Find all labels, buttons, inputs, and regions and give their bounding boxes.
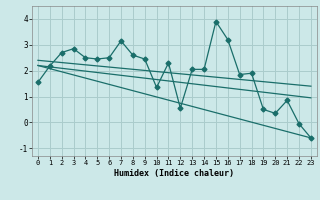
X-axis label: Humidex (Indice chaleur): Humidex (Indice chaleur) xyxy=(115,169,234,178)
